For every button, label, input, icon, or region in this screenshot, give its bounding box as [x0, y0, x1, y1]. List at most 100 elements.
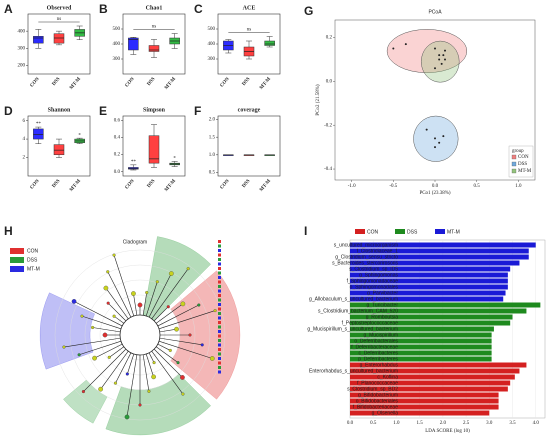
legend-label: DSS [518, 162, 527, 167]
clade-node [62, 345, 66, 349]
legend-swatch [10, 248, 24, 254]
x-tick-label: CON [125, 77, 136, 89]
panel-title: ACE [243, 5, 256, 11]
x-tick-label: MT-M [164, 179, 177, 193]
y-tick-label: 300 [113, 57, 121, 62]
clade-branch [63, 337, 121, 348]
clade-key [218, 280, 221, 284]
clade-branch [73, 301, 123, 327]
panel-letter: B [99, 2, 108, 16]
clade-wedge [39, 292, 95, 370]
clade-branch [127, 353, 135, 375]
y-tick-label: 0.6 [114, 118, 121, 123]
bar-label: s_Bacteroides_stercorirosoris [332, 260, 398, 266]
legend-label: MT-M [27, 266, 40, 272]
y-tick-label: 0.0 [114, 170, 121, 175]
clade-branch [148, 352, 155, 363]
y-tick-label: 400 [208, 42, 216, 47]
clade-branch [157, 304, 199, 327]
clade-branch [158, 310, 216, 330]
y-tick-label: 400 [18, 29, 26, 34]
clade-node [151, 374, 156, 380]
plot-frame [217, 115, 281, 177]
point [434, 67, 436, 70]
bar [350, 242, 536, 248]
x-tick-label: 1.0 [393, 421, 400, 426]
box [148, 135, 160, 164]
bar-label: p_Deferribacteres [358, 356, 398, 362]
legend-label: CON [367, 229, 379, 235]
panel-title: Shannon [48, 107, 71, 113]
x-tick-label: CON [220, 179, 231, 191]
comparison-label: ns [57, 17, 62, 22]
bar-label: s_Clostridium_sp_ID5 [349, 266, 398, 272]
y-tick-label: 4 [23, 137, 26, 142]
bar-label: c_Koflina [377, 374, 398, 380]
clade-branch [107, 271, 132, 318]
x-tick-label: MT-M [259, 77, 272, 91]
significance: * [173, 157, 176, 162]
clade-node [138, 403, 142, 407]
clade-branch [126, 354, 138, 418]
point [434, 47, 436, 50]
x-tick-label: DSS [147, 179, 157, 189]
point [404, 43, 407, 46]
bar-label: f_Clostridiaceae_1 [357, 248, 399, 254]
clade-key [218, 271, 221, 275]
group-ellipse [386, 29, 468, 73]
panel-letter: C [194, 2, 203, 16]
clade-branch [145, 353, 154, 377]
clade-branch [157, 343, 171, 351]
bar-label: s_uncultured_microorganism [334, 242, 398, 248]
x-tick-label: CON [30, 77, 41, 89]
clade-key [218, 339, 221, 342]
clade-node [112, 253, 116, 257]
bar [350, 344, 492, 350]
clade-key [218, 267, 221, 270]
clade-key [218, 276, 221, 279]
bar-label: f_Deferribacteraceae [351, 344, 398, 350]
bar-label: f_Sphingomonadaceae [347, 278, 399, 284]
clade-node [155, 280, 159, 284]
clade-key [218, 289, 221, 293]
panel-title: Observed [47, 5, 72, 11]
clade-key [218, 361, 221, 365]
bar [350, 266, 511, 272]
bar [350, 350, 492, 356]
bar [350, 278, 508, 284]
clade-ring [54, 249, 226, 421]
clade-branch [151, 268, 189, 319]
clade-branch [92, 327, 121, 333]
clade-key [218, 244, 221, 248]
x-tick-label: DSS [52, 179, 62, 189]
panel-title: Chao1 [146, 5, 163, 11]
x-tick-label: DSS [242, 179, 252, 189]
y-tick-label: 0.2 [326, 36, 333, 41]
panel-title: coverage [238, 107, 261, 113]
clade-branch [142, 292, 148, 316]
panel-letter: H [4, 224, 13, 238]
clade-branch [113, 255, 135, 317]
bar-label: o_Sphingomonadales [350, 284, 399, 290]
y-tick-label: 2.0 [209, 118, 216, 123]
clade-key [218, 249, 221, 252]
clade-node [92, 355, 97, 361]
panel-title: Simpson [143, 107, 166, 113]
legend-swatch [511, 154, 517, 160]
bar [350, 314, 513, 320]
group-ellipse [420, 40, 460, 83]
clade-branch [156, 346, 179, 363]
clade-node [113, 381, 118, 385]
x-tick-label: DSS [52, 77, 62, 87]
clade-branch [109, 346, 124, 358]
bar [350, 332, 492, 338]
significance: ** [36, 122, 42, 127]
clade-node [137, 302, 143, 308]
point [434, 146, 436, 149]
point [438, 141, 441, 144]
clade-node [77, 353, 81, 357]
x-tick-label: 0.0 [347, 421, 354, 426]
clade-node [103, 285, 109, 291]
bar [350, 368, 520, 374]
panel-title: PCoA [428, 9, 442, 15]
